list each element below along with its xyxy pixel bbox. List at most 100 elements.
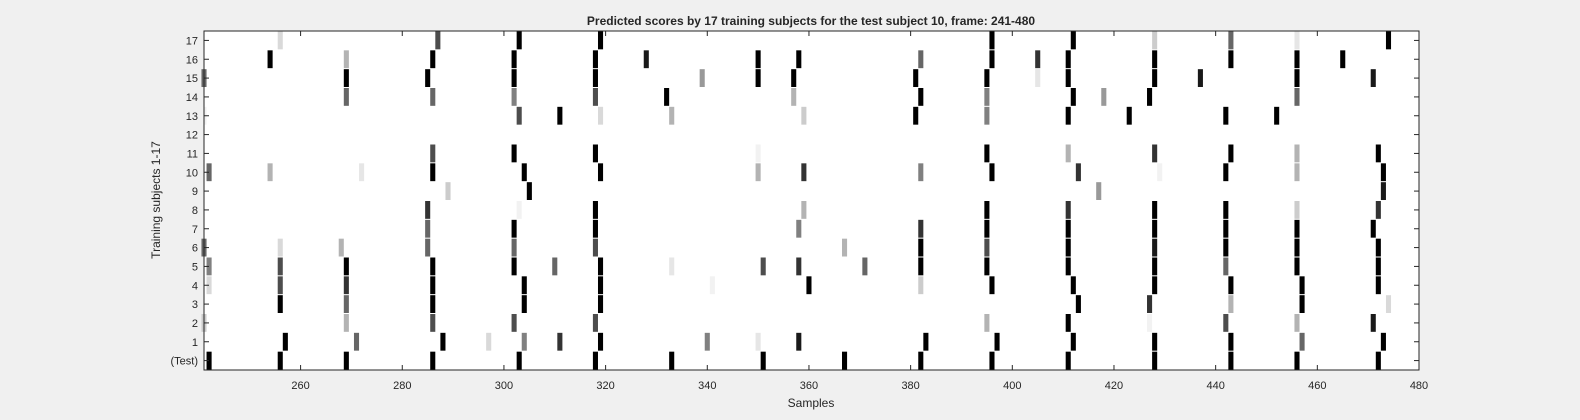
heatmap-cell	[1223, 201, 1229, 219]
heatmap-cell	[913, 106, 919, 125]
heatmap-cell	[1070, 88, 1076, 106]
heatmap-cell	[923, 332, 929, 351]
heatmap-cell	[984, 144, 990, 163]
heatmap-cell	[918, 88, 924, 106]
heatmap-cell	[1294, 257, 1300, 276]
heatmap-cell	[267, 163, 273, 182]
heatmap-cell	[918, 219, 924, 238]
heatmap-cell	[1375, 276, 1381, 295]
heatmap-cell	[989, 351, 995, 370]
heatmap-cell	[343, 276, 349, 295]
x-axis-label: Samples	[788, 396, 835, 410]
heatmap-cell	[343, 257, 349, 276]
heatmap-cell	[1197, 69, 1203, 87]
heatmap-cell	[592, 88, 598, 106]
heatmap-cell	[1147, 88, 1153, 106]
heatmap-cell	[801, 163, 807, 182]
heatmap-cell	[1228, 50, 1234, 69]
x-tick-label: 480	[1410, 380, 1428, 392]
heatmap-cell	[592, 201, 598, 219]
heatmap-cell	[440, 332, 446, 351]
heatmap-cell	[1152, 257, 1158, 276]
heatmap-cell	[1065, 257, 1071, 276]
heatmap-cell	[1152, 201, 1158, 219]
y-tick-label: 12	[186, 130, 198, 142]
heatmap-cell	[343, 314, 349, 332]
heatmap-cell	[1152, 332, 1158, 351]
plot-frame	[203, 30, 1420, 371]
heatmap-cell	[521, 332, 527, 351]
heatmap-cell	[1294, 238, 1300, 257]
x-tick-label: 440	[1206, 380, 1224, 392]
heatmap-cell	[1065, 144, 1071, 163]
y-tick-label: 4	[192, 280, 198, 292]
heatmap-cell	[1228, 31, 1234, 50]
plot-area	[204, 31, 1419, 370]
heatmap-cell	[516, 201, 522, 219]
heatmap-cell	[1370, 69, 1376, 87]
y-tick-label: 9	[192, 186, 198, 198]
heatmap-cell	[796, 50, 802, 69]
heatmap-cell	[1380, 163, 1386, 182]
heatmap-cell	[343, 50, 349, 69]
heatmap-cell	[1228, 351, 1234, 370]
heatmap-cell	[1065, 106, 1071, 125]
heatmap-cell	[1075, 295, 1081, 313]
heatmap-cell	[597, 276, 604, 295]
heatmap-cell	[1294, 351, 1300, 370]
heatmap-cell	[592, 351, 598, 370]
heatmap-cell	[1152, 50, 1158, 69]
heatmap-cell	[1065, 201, 1071, 219]
heatmap-cell	[664, 88, 670, 106]
heatmap-cell	[430, 144, 436, 163]
heatmap-cell	[343, 88, 349, 106]
heatmap-cell	[1228, 144, 1234, 163]
heatmap-cell	[557, 332, 563, 351]
heatmap-cell	[277, 238, 283, 257]
y-tick-label: 16	[186, 54, 198, 66]
heatmap-cell	[1294, 314, 1300, 332]
heatmap-cell	[1340, 50, 1346, 69]
heatmap-cell	[206, 257, 212, 276]
y-tick-label: 17	[186, 35, 198, 47]
heatmap-cell	[1152, 144, 1158, 163]
x-tick-label: 280	[393, 380, 411, 392]
heatmap-cell	[755, 144, 761, 163]
heatmap-cell	[1075, 163, 1081, 182]
heatmap-cell	[1228, 295, 1234, 313]
heatmap-cell	[984, 219, 990, 238]
heatmap-cell	[1035, 69, 1041, 87]
y-tick-label: 11	[187, 148, 198, 160]
heatmap-cell	[1152, 69, 1158, 87]
heatmap-cell	[1152, 351, 1158, 370]
heatmap-cell	[430, 257, 436, 276]
heatmap-cell	[511, 238, 517, 257]
heatmap-cell	[984, 69, 990, 87]
y-tick-label: 14	[186, 92, 198, 104]
heatmap-cell	[1299, 332, 1305, 351]
heatmap-cell	[1375, 257, 1381, 276]
x-axis-ticks: 260 280 300 320 340 360 380 400 420 440 460 480	[291, 31, 1428, 392]
heatmap-cell	[511, 257, 517, 276]
chart-title: Predicted scores by 17 training subjects…	[587, 14, 1035, 28]
heatmap-cell	[913, 69, 919, 87]
heatmap-cell	[1065, 69, 1071, 87]
heatmap-cell	[277, 257, 283, 276]
heatmap-cell	[1223, 219, 1229, 238]
heatmap-cell	[521, 295, 527, 313]
y-tick-label: 2	[192, 318, 198, 330]
heatmap-cell	[206, 163, 212, 182]
heatmap-cell	[984, 88, 990, 106]
heatmap-cell	[801, 106, 807, 125]
heatmap-cell	[592, 314, 598, 332]
heatmap-cell	[1294, 50, 1300, 69]
heatmap-cell	[1370, 219, 1376, 238]
heatmap-cell	[597, 257, 604, 276]
heatmap-cell	[1152, 31, 1158, 50]
heatmap-cell	[1370, 314, 1376, 332]
y-tick-label: 6	[192, 243, 198, 255]
heatmap-cell	[989, 50, 995, 69]
heatmap-cell	[1065, 238, 1071, 257]
